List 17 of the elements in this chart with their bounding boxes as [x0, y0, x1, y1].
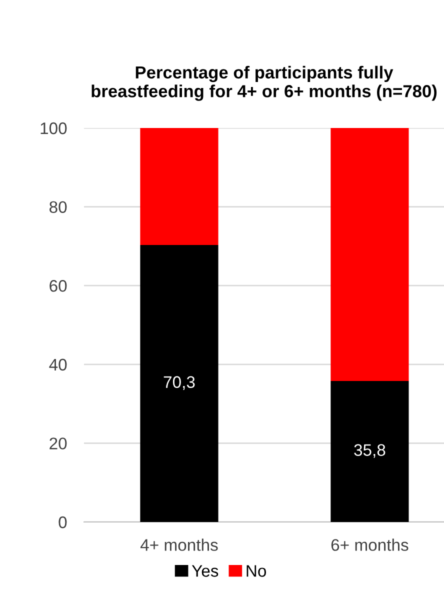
data-label: 35,8 — [354, 444, 386, 458]
chart-title: Percentage of participants fully breastfeeding for 4+ or 6+ months (n=780) — [92, 66, 437, 101]
y-tick-label: 0 — [58, 516, 67, 528]
y-tick-label: 60 — [50, 280, 67, 292]
y-tick-label: 40 — [49, 358, 67, 371]
y-tick-label: 100 — [40, 122, 67, 134]
bar — [140, 128, 218, 246]
data-label: 70,3 — [164, 376, 195, 390]
x-tick-label: 4+ months — [140, 538, 218, 551]
bar — [330, 380, 409, 522]
y-tick-label: 80 — [50, 201, 67, 214]
legend-label: No — [246, 565, 266, 577]
y-tick-label: 20 — [50, 438, 67, 450]
bar — [330, 128, 409, 381]
bar — [140, 245, 218, 522]
x-tick-label: 6+ months — [331, 538, 408, 551]
legend-label: Yes — [192, 565, 218, 577]
